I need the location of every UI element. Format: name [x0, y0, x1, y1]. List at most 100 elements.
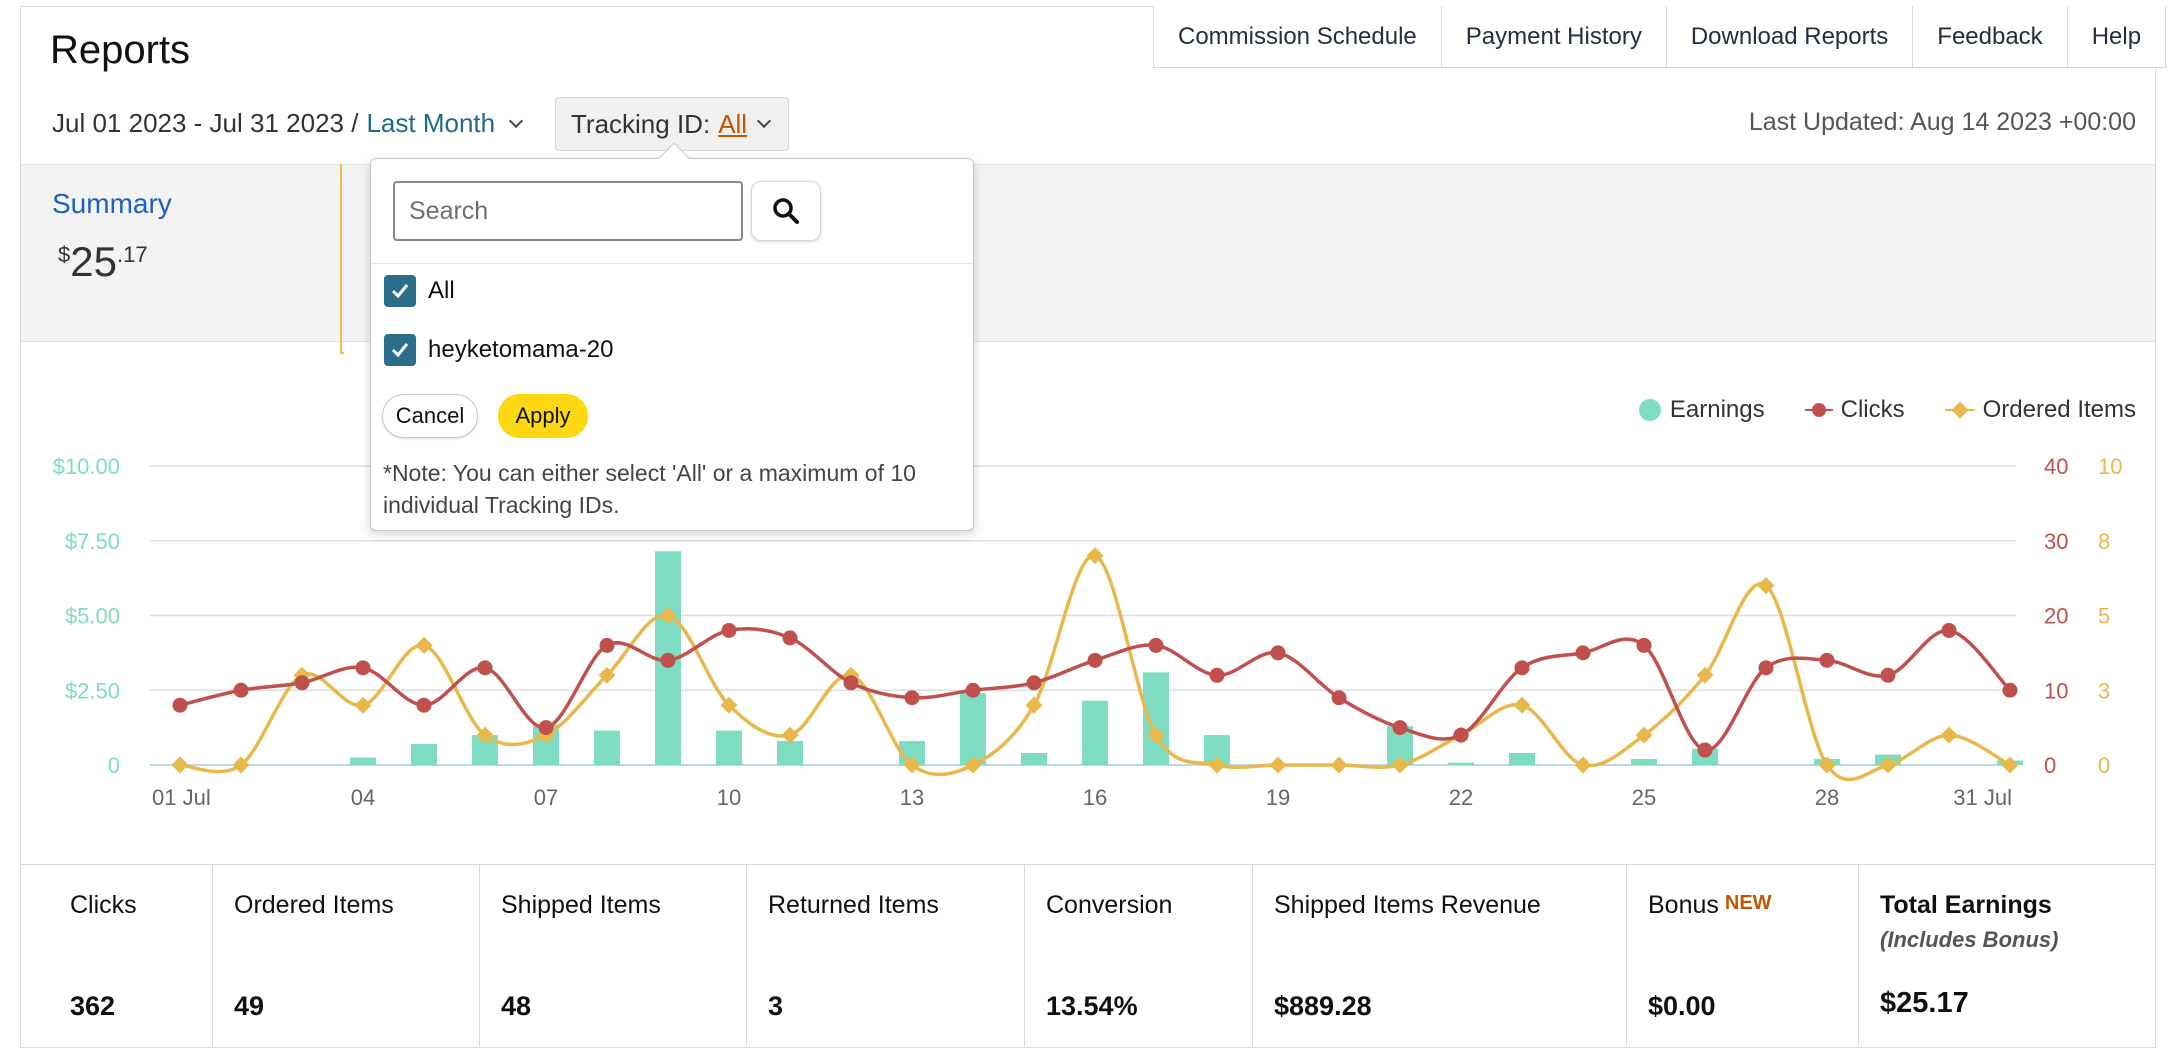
date-range-selector[interactable]: Jul 01 2023 - Jul 31 2023 / Last Month: [52, 108, 524, 139]
ordered-items-point: [1940, 726, 1958, 744]
y-right-clicks-tick-label: 30: [2044, 529, 2068, 554]
x-tick-label: 16: [1083, 785, 1107, 810]
x-tick-label: 01 Jul: [152, 785, 211, 810]
clicks-point: [2002, 682, 2018, 698]
search-input[interactable]: [393, 181, 743, 241]
ordered-items-point: [1757, 577, 1775, 595]
y-right-items-tick-label: 10: [2098, 454, 2122, 479]
stat-shipped-items: Shipped Items 48: [480, 865, 747, 1046]
nav-feedback[interactable]: Feedback: [1913, 6, 2068, 67]
y-right-items-tick-label: 8: [2098, 529, 2110, 554]
last-month-link[interactable]: Last Month: [366, 108, 496, 138]
date-range-text: Jul 01 2023 - Jul 31 2023 /: [52, 108, 359, 138]
tracking-id-dropdown[interactable]: Tracking ID: All: [555, 97, 789, 151]
clicks-point: [782, 630, 798, 646]
tracking-id-value[interactable]: All: [718, 108, 748, 139]
ordered-items-point: [903, 756, 921, 774]
summary-tab[interactable]: Summary: [52, 188, 172, 219]
summary-dollars: 25: [70, 238, 117, 285]
legend-clicks-label: Clicks: [1840, 396, 1905, 423]
option-tracking-id[interactable]: heyketomama-20: [384, 334, 613, 366]
clicks-point: [1514, 660, 1530, 676]
performance-chart: 0 0 0 $2.50 10 3 $5.00 20 5 $7.50 30 8 $10.00 40 10 01 …: [53, 454, 2123, 810]
y-right-items-tick-label: 0: [2098, 753, 2110, 778]
ordered-items-point: [476, 726, 494, 744]
clicks-point: [294, 675, 310, 691]
page-title: Reports: [50, 28, 191, 72]
legend-ordered-items[interactable]: Ordered Items: [1944, 396, 2136, 424]
checkbox-checked-icon[interactable]: [384, 334, 416, 366]
stat-value: 13.54%: [1046, 991, 1138, 1021]
stat-sub-label: (Includes Bonus): [1880, 927, 2059, 952]
y-right-clicks-tick-label: 10: [2044, 678, 2068, 703]
x-tick-label: 07: [534, 785, 558, 810]
stat-value: 3: [768, 991, 784, 1021]
cancel-button[interactable]: Cancel: [382, 394, 478, 438]
earnings-bar: [1631, 759, 1657, 765]
search-button[interactable]: [751, 181, 821, 241]
clicks-point: [1209, 667, 1225, 683]
x-tick-label: 28: [1815, 785, 1839, 810]
clicks-point: [1270, 645, 1286, 661]
clicks-point: [355, 660, 371, 676]
stat-value: 49: [234, 991, 265, 1021]
clicks-point: [1880, 667, 1896, 683]
ordered-items-point: [659, 607, 677, 624]
earnings-bar: [716, 730, 742, 765]
x-tick-label: 25: [1632, 785, 1656, 810]
option-all-label: All: [428, 277, 455, 304]
summary-amount: $25.17: [58, 238, 148, 286]
legend-clicks[interactable]: Clicks: [1804, 396, 1905, 424]
ordered-items-point: [1025, 696, 1043, 714]
stats-bar: Clicks 362 Ordered Items 49 Shipped Item…: [21, 864, 2155, 1046]
ordered-items-point: [1635, 726, 1653, 744]
clicks-point: [1575, 645, 1591, 661]
earnings-bar: [1021, 753, 1047, 765]
y-left-tick-label: 0: [108, 753, 120, 778]
stat-label: Clicks: [70, 891, 137, 919]
earnings-bar: [960, 693, 986, 765]
earnings-bar: [777, 741, 803, 765]
nav-payment-history[interactable]: Payment History: [1442, 6, 1667, 67]
y-right-items-tick-label: 3: [2098, 678, 2110, 703]
option-all[interactable]: All: [384, 275, 455, 307]
ordered-items-point: [1147, 726, 1165, 744]
x-tick-label: 04: [351, 785, 375, 810]
stat-total-earnings: Total Earnings (Includes Bonus) $25.17: [1859, 865, 2155, 1046]
x-tick-label: 13: [900, 785, 924, 810]
y-right-clicks-tick-label: 40: [2044, 454, 2068, 479]
ordered-items-point: [598, 666, 616, 684]
ordered-items-point: [415, 636, 433, 654]
stat-label: Returned Items: [768, 891, 939, 919]
stat-value: 362: [70, 991, 116, 1021]
stat-bonus: Bonus NEW $0.00: [1627, 865, 1859, 1046]
checkbox-checked-icon[interactable]: [384, 275, 416, 307]
clicks-point: [233, 682, 249, 698]
stat-value: 48: [501, 991, 532, 1021]
ordered-items-point: [1391, 756, 1409, 774]
nav-download-reports[interactable]: Download Reports: [1667, 6, 1914, 67]
stat-label: Conversion: [1046, 891, 1173, 919]
ordered-items-point: [1696, 666, 1714, 684]
clicks-point: [1392, 720, 1408, 736]
apply-button[interactable]: Apply: [498, 394, 588, 438]
legend-ordered-label: Ordered Items: [1982, 396, 2136, 423]
ordered-items-point: [1818, 756, 1836, 774]
x-tick-label: 10: [717, 785, 741, 810]
earnings-bar: [1082, 700, 1108, 765]
summary-cents: .17: [116, 242, 148, 267]
y-left-tick-label: $2.50: [65, 678, 120, 703]
stat-clicks: Clicks 362: [21, 865, 213, 1046]
bonus-label: Bonus: [1648, 891, 1719, 919]
legend-earnings[interactable]: Earnings: [1638, 396, 1765, 424]
y-right-clicks-tick-label: 0: [2044, 753, 2056, 778]
earnings-bar: [350, 757, 376, 765]
y-right-clicks-tick-label: 20: [2044, 604, 2068, 629]
nav-help[interactable]: Help: [2091, 22, 2142, 50]
new-badge: NEW: [1724, 892, 1772, 914]
ordered-items-point: [1513, 696, 1531, 714]
nav-commission-schedule[interactable]: Commission Schedule: [1154, 6, 1442, 67]
stat-label: Shipped Items: [501, 891, 661, 919]
tracking-id-popover: All heyketomama-20 Cancel Apply *Note: Y…: [370, 142, 974, 531]
popover-note: *Note: You can either select 'All' or a …: [383, 460, 916, 518]
